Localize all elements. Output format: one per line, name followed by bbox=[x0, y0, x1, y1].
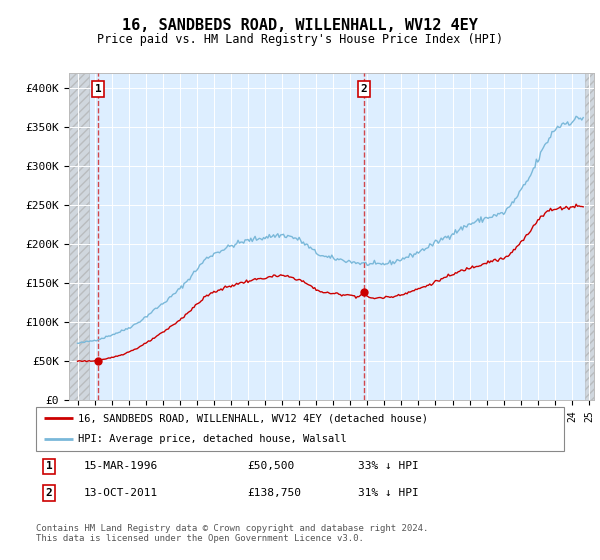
Text: 33% ↓ HPI: 33% ↓ HPI bbox=[358, 461, 419, 472]
Text: 1: 1 bbox=[95, 84, 101, 94]
Text: 15-MAR-1996: 15-MAR-1996 bbox=[83, 461, 158, 472]
Text: 13-OCT-2011: 13-OCT-2011 bbox=[83, 488, 158, 498]
Text: HPI: Average price, detached house, Walsall: HPI: Average price, detached house, Wals… bbox=[78, 435, 347, 445]
Text: 16, SANDBEDS ROAD, WILLENHALL, WV12 4EY: 16, SANDBEDS ROAD, WILLENHALL, WV12 4EY bbox=[122, 18, 478, 32]
Text: £138,750: £138,750 bbox=[247, 488, 301, 498]
Text: £50,500: £50,500 bbox=[247, 461, 295, 472]
Text: Contains HM Land Registry data © Crown copyright and database right 2024.
This d: Contains HM Land Registry data © Crown c… bbox=[36, 524, 428, 543]
Text: 2: 2 bbox=[46, 488, 53, 498]
Text: 2: 2 bbox=[361, 84, 367, 94]
Bar bbox=[69, 73, 89, 400]
Text: 1: 1 bbox=[46, 461, 53, 472]
Text: 16, SANDBEDS ROAD, WILLENHALL, WV12 4EY (detached house): 16, SANDBEDS ROAD, WILLENHALL, WV12 4EY … bbox=[78, 413, 428, 423]
Text: 31% ↓ HPI: 31% ↓ HPI bbox=[358, 488, 419, 498]
Bar bbox=[584, 73, 594, 400]
Text: Price paid vs. HM Land Registry's House Price Index (HPI): Price paid vs. HM Land Registry's House … bbox=[97, 32, 503, 46]
